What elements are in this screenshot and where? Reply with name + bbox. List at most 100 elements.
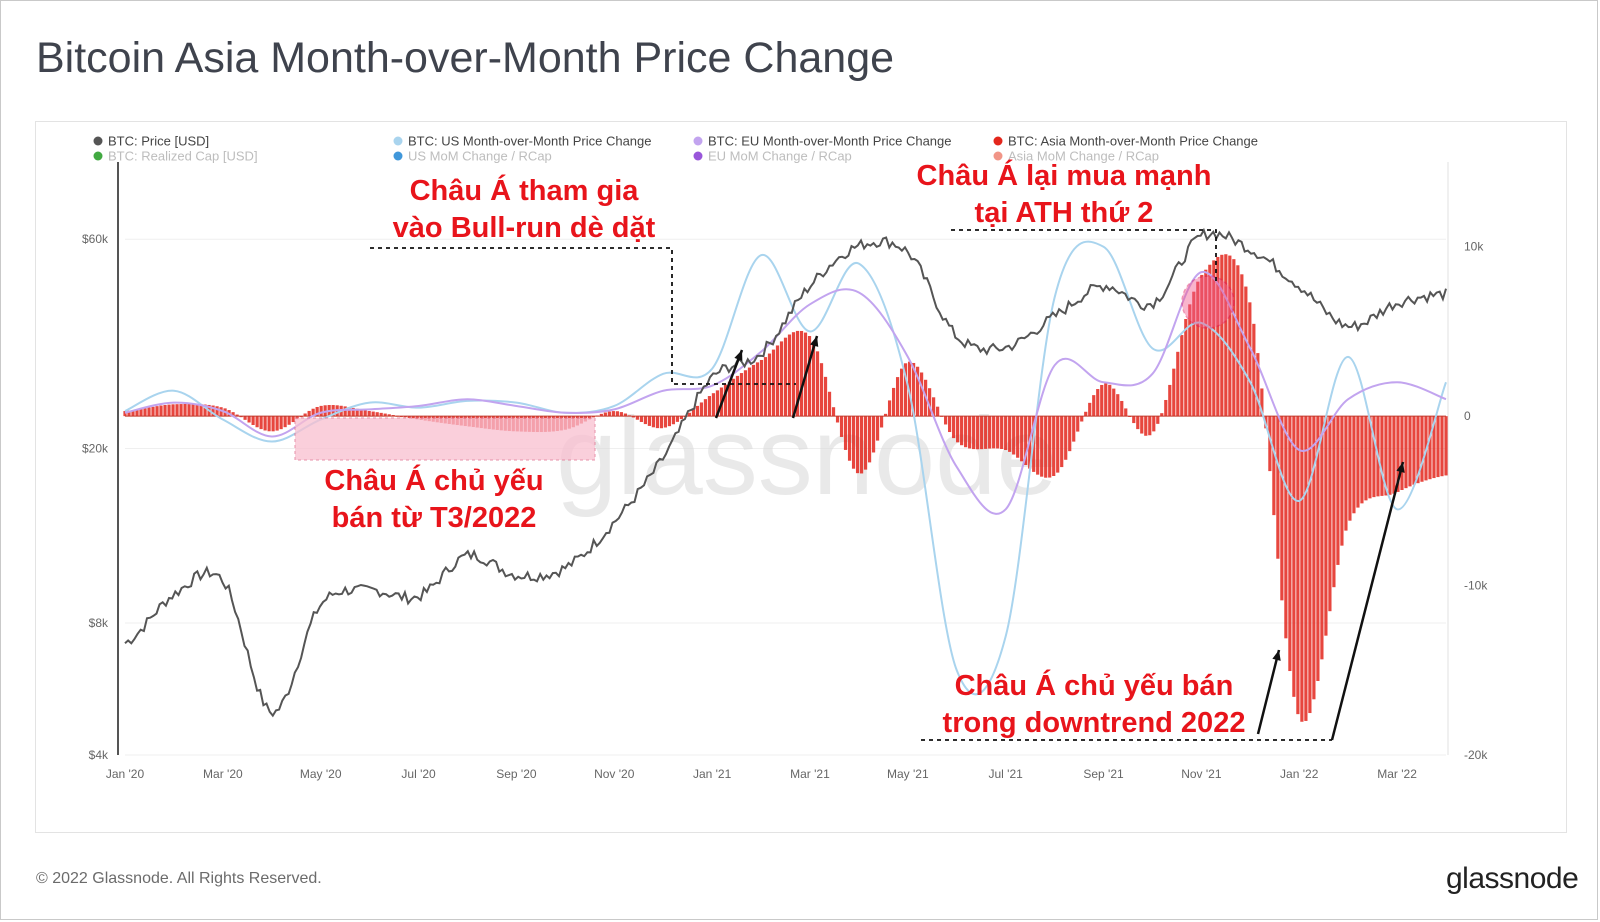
asia-bar (1080, 416, 1084, 422)
asia-bar (988, 416, 992, 449)
asia-bar (1172, 368, 1176, 417)
x-tick-label: May '20 (300, 767, 342, 781)
asia-bar (851, 416, 856, 469)
arrow-downtrend-2-head (1396, 462, 1405, 473)
asia-bar (1292, 416, 1296, 697)
asia-bar (1112, 388, 1116, 417)
asia-bar (1336, 416, 1340, 565)
asia-bar (739, 373, 744, 417)
asia-bar (932, 397, 936, 417)
asia-bar (879, 416, 884, 428)
asia-bar (1400, 416, 1404, 490)
legend-dot (693, 151, 703, 161)
y-left-tick-label: $60k (82, 232, 109, 246)
asia-bar (1404, 416, 1408, 489)
asia-bar (603, 412, 607, 417)
x-tick-label: Jan '21 (693, 767, 732, 781)
asia-bar (1060, 416, 1064, 468)
asia-bar (251, 416, 255, 426)
asia-bar (1144, 416, 1148, 436)
asia-bar (1024, 416, 1028, 465)
asia-bar (1348, 416, 1352, 521)
asia-bar (323, 405, 327, 417)
asia-bar (243, 416, 247, 420)
asia-bar (911, 362, 916, 417)
asia-bar (231, 412, 235, 417)
asia-bar (891, 387, 896, 417)
asia-bar (183, 403, 187, 417)
asia-bar (936, 406, 940, 417)
y-right-tick-label: 10k (1464, 240, 1484, 254)
x-tick-label: Nov '20 (594, 767, 635, 781)
asia-bar (1076, 416, 1080, 432)
asia-bar (960, 416, 964, 446)
asia-bar (759, 359, 764, 417)
asia-bar (351, 407, 355, 417)
asia-bar (1208, 264, 1212, 417)
asia-bar (1352, 416, 1356, 514)
asia-bar (831, 407, 836, 417)
asia-bar (787, 334, 792, 417)
legend-dot (93, 151, 103, 161)
asia-bar (1072, 416, 1076, 442)
legend-dot (393, 136, 403, 146)
asia-bar (1160, 413, 1164, 417)
asia-bar (1332, 416, 1336, 588)
asia-bar (671, 416, 676, 425)
asia-bar (835, 416, 840, 423)
arrow-bullrun-2 (791, 335, 819, 419)
x-tick-label: Sep '20 (496, 767, 537, 781)
asia-bar (1248, 302, 1252, 417)
asia-bar (1100, 384, 1104, 417)
asia-bar (1308, 416, 1312, 714)
asia-bar (1368, 416, 1372, 499)
asia-bar (639, 416, 643, 422)
asia-bar (1048, 416, 1052, 478)
asia-bar (747, 367, 752, 417)
asia-bar (647, 416, 651, 426)
asia-bar (980, 416, 984, 450)
arrow-bullrun-1-head (734, 350, 743, 361)
asia-bar (403, 416, 407, 418)
asia-bar (863, 416, 868, 470)
legend-label: EU MoM Change / RCap (708, 149, 852, 164)
asia-bar (235, 414, 239, 417)
asia-bar (779, 341, 784, 417)
y-right-tick-label: -10k (1464, 579, 1488, 593)
x-tick-label: May '21 (887, 767, 929, 781)
asia-bar (1096, 389, 1100, 417)
annotation-text: Châu Á lại mua mạnh (917, 158, 1212, 192)
asia-bar (839, 416, 844, 437)
asia-bar (1016, 416, 1020, 458)
asia-bar (1124, 408, 1128, 417)
asia-bar (1188, 304, 1192, 417)
asia-bar (279, 416, 283, 430)
asia-bar (155, 406, 159, 417)
asia-bar (1176, 351, 1180, 417)
asia-bar (1408, 416, 1412, 487)
asia-bar (699, 402, 704, 417)
asia-bar (375, 412, 379, 417)
asia-bar (968, 416, 972, 449)
copyright-footer: © 2022 Glassnode. All Rights Reserved. (36, 870, 322, 887)
asia-bar (799, 330, 804, 417)
asia-bar (371, 411, 375, 417)
annotation-text: trong downtrend 2022 (943, 707, 1246, 739)
asia-bar (1140, 416, 1144, 434)
annotation-text: Châu Á chủ yếu (324, 463, 543, 497)
y-left-tick-label: $8k (89, 616, 109, 630)
asia-bar (315, 406, 319, 417)
legend-dot (393, 151, 403, 161)
asia-bar (859, 416, 864, 474)
asia-bar (1180, 335, 1184, 417)
asia-bar (1004, 416, 1008, 451)
asia-bar (1020, 416, 1024, 462)
asia-bar (1380, 416, 1384, 496)
asia-bar (163, 404, 167, 417)
asia-bar (239, 416, 243, 418)
asia-bar (271, 416, 275, 432)
asia-bar (287, 416, 291, 425)
asia-bar (203, 404, 207, 417)
asia-bar (355, 408, 359, 417)
asia-bar (123, 411, 127, 417)
